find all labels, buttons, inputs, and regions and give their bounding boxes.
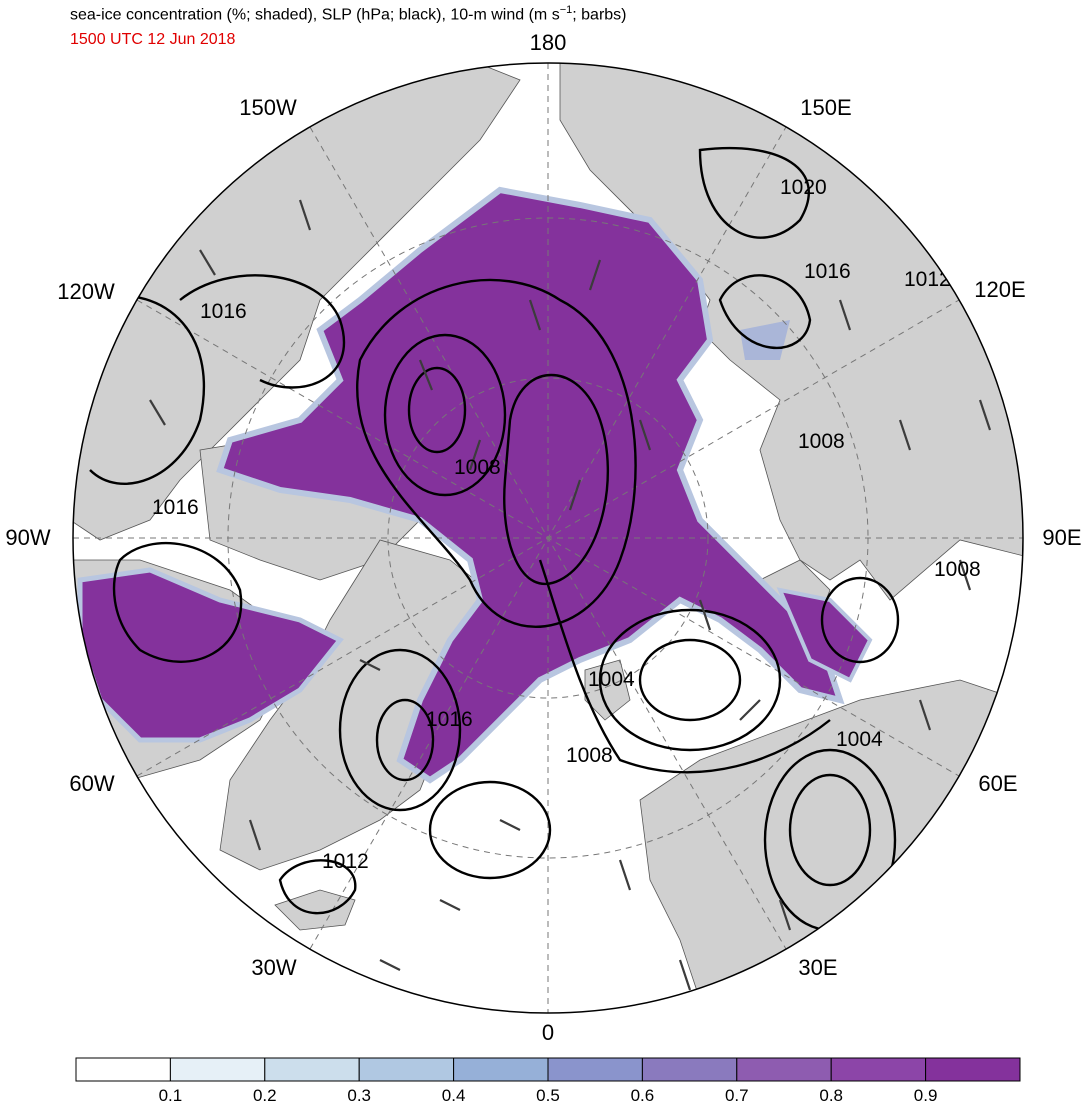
meridian-30w-150e (309, 126, 787, 950)
wind-barbs (149, 199, 992, 991)
colorbar-tick-label: 0.6 (630, 1086, 655, 1105)
isobar-1020-siberia (698, 146, 810, 239)
colorbar-tick-label: 0.8 (819, 1086, 844, 1105)
isobar-1000-barents (638, 638, 742, 722)
slp-contours (89, 146, 900, 932)
colorbar-swatch (264, 1057, 360, 1082)
isobar-label: 1008 (934, 558, 981, 581)
lon-label-90w: 90W (5, 525, 51, 550)
isobar-1016-siberia (718, 274, 812, 350)
map-title: sea-ice concentration (%; shaded), SLP (… (70, 4, 627, 24)
isobar-1004-low (407, 366, 467, 454)
isobar-label: 1008 (798, 430, 845, 453)
lon-label-120e: 120E (974, 277, 1026, 302)
isobar-1016-greenland (338, 648, 462, 812)
colorbar-swatch (453, 1057, 549, 1082)
graticule (73, 63, 1023, 1013)
colorbar-swatch (358, 1057, 455, 1082)
isobar-label: 1012 (904, 268, 951, 291)
colorbar-swatch (925, 1057, 1021, 1082)
isobar-label: 1008 (454, 456, 501, 479)
isobar-label: 1004 (588, 668, 635, 691)
isobar-label: 1008 (566, 744, 613, 767)
isobar-1016-beaufort (179, 274, 346, 389)
lon-label-180: 180 (529, 30, 567, 55)
isobar-label: 1016 (426, 708, 473, 731)
colorbar (75, 1057, 1021, 1082)
isobar-label: 1016 (200, 300, 247, 323)
isobar-1012-atlantic (428, 780, 552, 880)
latitude-80 (387, 377, 709, 699)
lon-label-150e: 150E (800, 95, 852, 120)
isobar-label: 1004 (836, 728, 883, 751)
laptev-ice (740, 320, 790, 360)
isobar-1012-iceland (278, 859, 357, 915)
lon-label-60e: 60E (978, 771, 1018, 796)
isobar-label: 1016 (152, 496, 199, 519)
isobar-1016-baffin (112, 541, 243, 663)
lon-label-150w: 150W (239, 95, 297, 120)
isobar-1004-barents (598, 608, 782, 752)
lon-label-120w: 120W (57, 279, 115, 304)
colorbar-swatch (736, 1057, 832, 1082)
lon-label-30e: 30E (798, 955, 838, 980)
colorbar-tick-label: 0.9 (913, 1086, 938, 1105)
colorbar-tick-label: 0.5 (536, 1086, 560, 1105)
isobar-1020-greenland (375, 698, 435, 782)
lon-label-60w: 60W (69, 771, 115, 796)
lon-label-0: 0 (541, 1020, 555, 1045)
isobar-1006-elongated (503, 373, 610, 586)
lon-label-30w: 30W (251, 955, 297, 980)
isobar-1000-scandinavia (788, 773, 872, 887)
isobar-label: 1020 (780, 176, 827, 199)
latitude-70 (227, 217, 869, 859)
isobar-label: 1016 (804, 260, 851, 283)
isobar-label: 1012 (322, 850, 369, 873)
isobar-1008 (356, 278, 637, 628)
lon-label-90e: 90E (1042, 525, 1082, 550)
colorbar-swatch (830, 1057, 927, 1082)
colorbar-tick-label: 0.2 (252, 1086, 277, 1105)
colorbar-swatch (547, 1057, 643, 1082)
valid-time: 1500 UTC 12 Jun 2018 (70, 31, 236, 48)
colorbar-swatch (641, 1057, 738, 1082)
map-boundary (72, 62, 1024, 1014)
isobar-1008-barents (538, 559, 831, 774)
colorbar-tick-label: 0.4 (441, 1086, 466, 1105)
isobar-1004-kara (820, 576, 900, 664)
isobar-labels: 1016 1016 1008 1020 1016 1012 1008 1008 … (152, 176, 981, 873)
colorbar-tick-label: 0.1 (158, 1086, 183, 1105)
isobar-1016-canada (89, 294, 206, 485)
colorbar-tick-label: 0.7 (724, 1086, 749, 1105)
colorbar-tick-label: 0.3 (347, 1086, 372, 1105)
colorbar-swatch (169, 1057, 266, 1082)
iceland-land (274, 889, 356, 931)
colorbar-swatch (75, 1057, 171, 1082)
isobar-1006-low (383, 333, 507, 497)
